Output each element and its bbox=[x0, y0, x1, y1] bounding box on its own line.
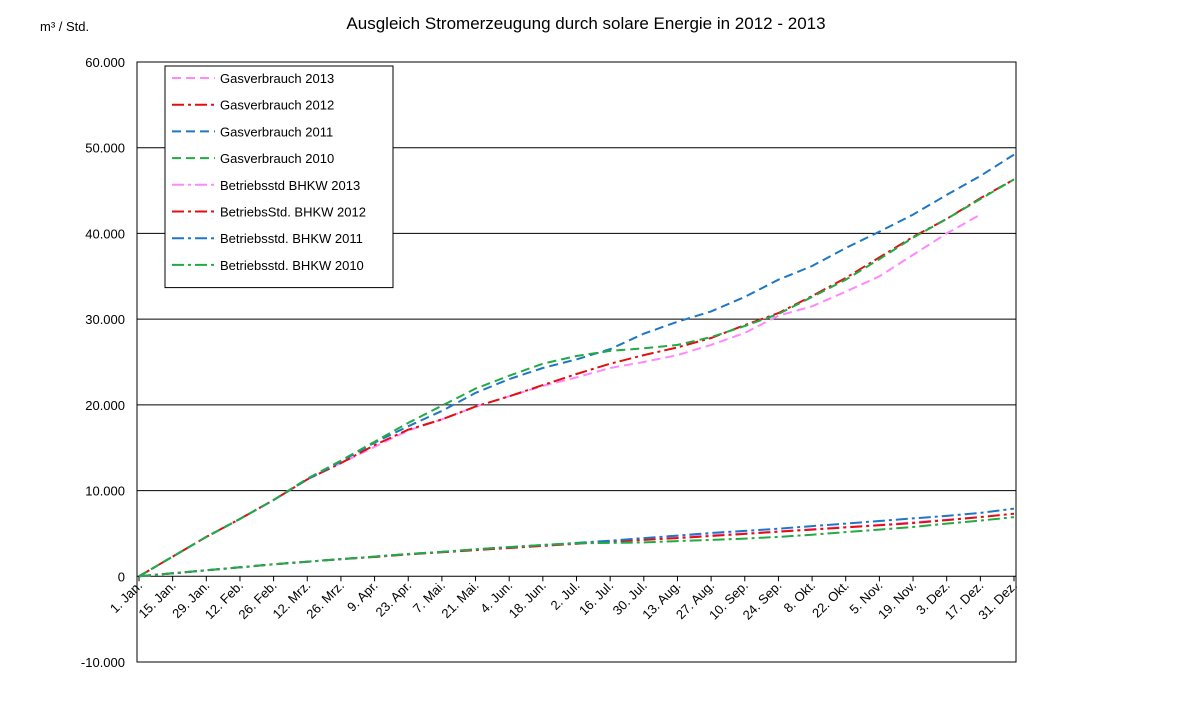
series-line bbox=[138, 178, 1015, 578]
x-tick-label: 19. Nov. bbox=[875, 578, 919, 622]
legend: Gasverbrauch 2013 Gasverbrauch 2012 Gasver… bbox=[164, 65, 394, 289]
legend-label: Betriebsstd. BHKW 2010 bbox=[220, 258, 364, 273]
legend-label: BetriebsStd. BHKW 2012 bbox=[220, 205, 366, 220]
series-line bbox=[138, 512, 1015, 578]
y-tick-label: 10.000 bbox=[85, 484, 125, 499]
series-line bbox=[138, 178, 1015, 578]
y-tick-label: 0 bbox=[118, 569, 125, 584]
x-tick-label: 21. Mai. bbox=[438, 578, 481, 621]
chart-title: Ausgleich Stromerzeugung durch solare En… bbox=[346, 14, 825, 33]
x-tick-label: 16. Jul. bbox=[576, 578, 616, 618]
y-axis-unit-label: m³ / Std. bbox=[40, 19, 89, 34]
legend-label: Gasverbrauch 2013 bbox=[220, 71, 334, 86]
legend-box bbox=[164, 65, 394, 289]
y-tick-label: -10.000 bbox=[81, 655, 125, 670]
legend-label: Gasverbrauch 2011 bbox=[220, 124, 333, 139]
legend-label: Gasverbrauch 2012 bbox=[220, 98, 334, 113]
x-tick-label: 22. Okt. bbox=[809, 578, 852, 621]
y-tick-label: 50.000 bbox=[85, 141, 125, 156]
series-line bbox=[138, 516, 1015, 578]
y-tick-label: 30.000 bbox=[85, 312, 125, 327]
plot-border bbox=[136, 61, 1017, 663]
legend-label: Betriebsstd BHKW 2013 bbox=[220, 178, 360, 193]
legend-label: Betriebsstd. BHKW 2011 bbox=[220, 231, 363, 246]
series-group bbox=[138, 153, 1015, 578]
legend-label: Gasverbrauch 2010 bbox=[220, 151, 334, 166]
x-tick-label: 18. Jun. bbox=[506, 578, 549, 621]
y-tick-label: 40.000 bbox=[85, 226, 125, 241]
series-line bbox=[138, 153, 1015, 578]
x-tick-label: 23. Apr. bbox=[373, 578, 415, 620]
y-tick-label: 60.000 bbox=[85, 55, 125, 70]
y-tick-label: 20.000 bbox=[85, 398, 125, 413]
x-tick-label: 26. Mrz. bbox=[303, 578, 347, 622]
